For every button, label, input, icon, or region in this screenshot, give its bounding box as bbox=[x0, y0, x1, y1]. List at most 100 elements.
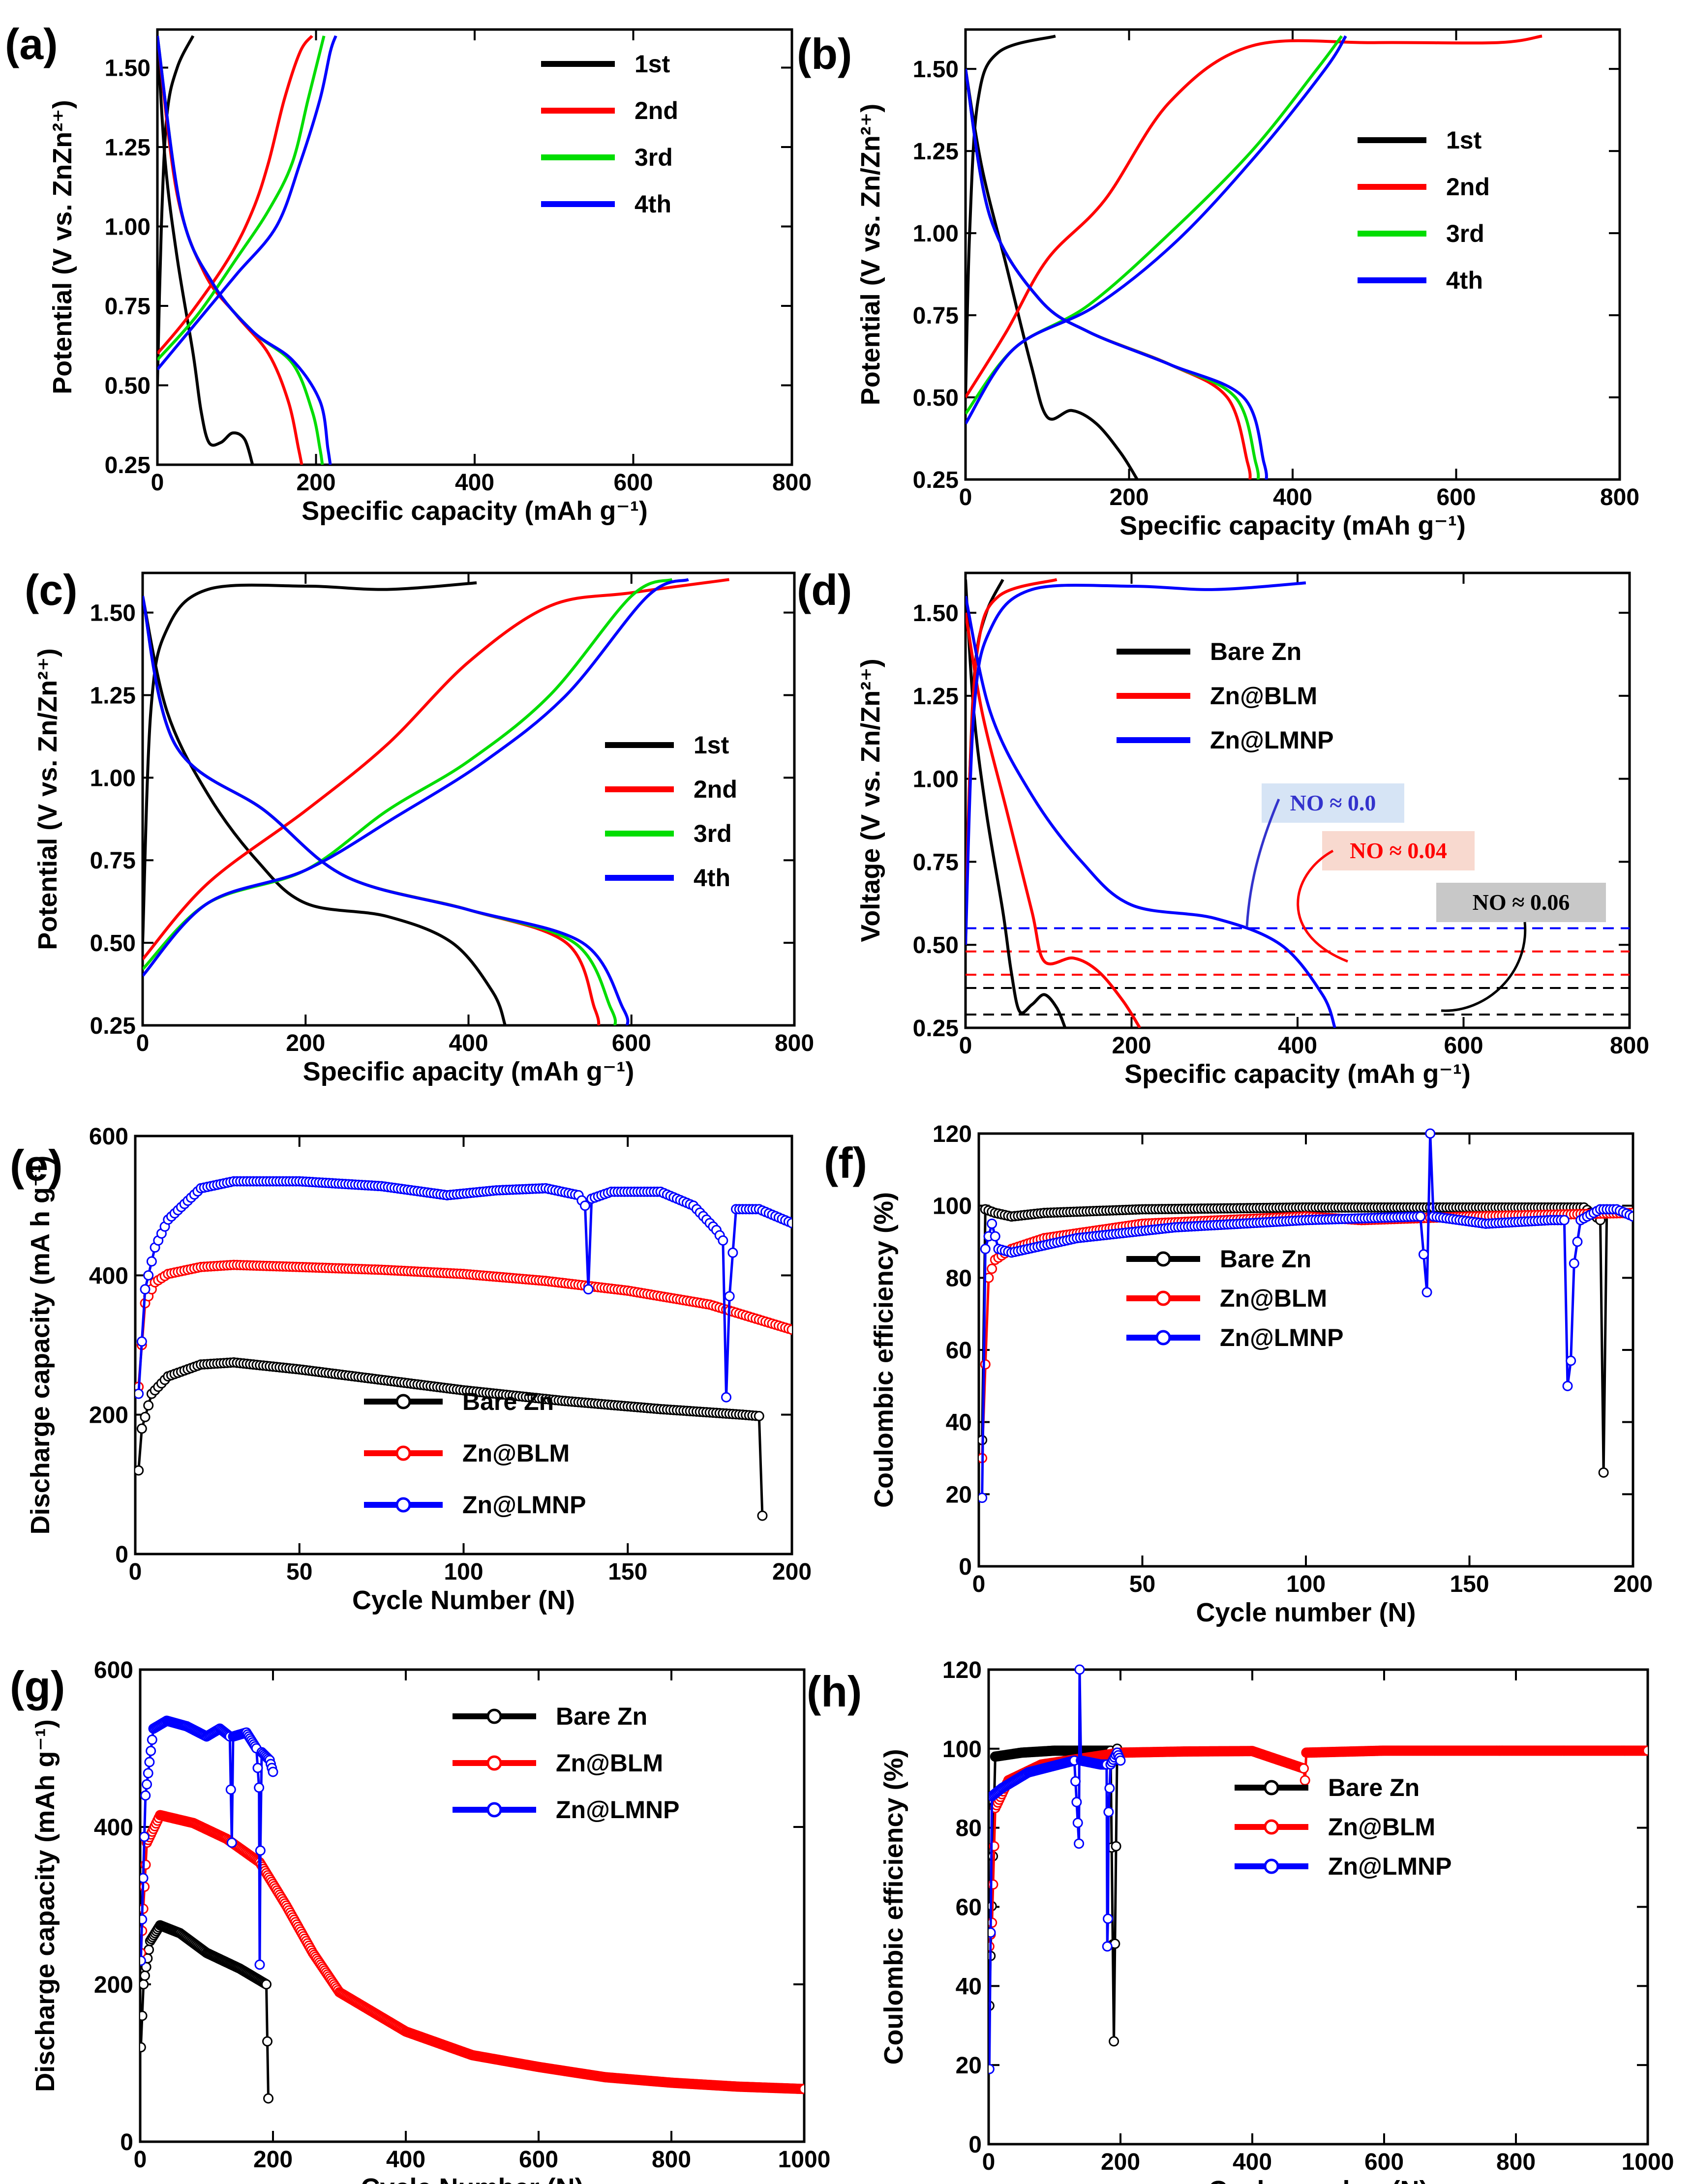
x-axis-title: Specific apacity (mAh g⁻¹) bbox=[303, 1057, 635, 1086]
series-discharge-curve bbox=[157, 35, 303, 465]
data-point bbox=[1415, 1211, 1426, 1222]
data-point bbox=[724, 1291, 735, 1302]
legend-marker bbox=[486, 1802, 502, 1818]
x-tick-label: 600 bbox=[1364, 2149, 1404, 2175]
legend-label: Zn@LMNP bbox=[1220, 1324, 1344, 1351]
data-point bbox=[1598, 1467, 1609, 1478]
annotation-arrow bbox=[1297, 849, 1348, 963]
data-point bbox=[1628, 1211, 1633, 1222]
y-tick-label: 0.75 bbox=[90, 848, 136, 874]
data-point bbox=[140, 1882, 150, 1892]
data-point bbox=[147, 1735, 157, 1745]
legend-label: 1st bbox=[635, 50, 670, 78]
data-point bbox=[254, 1782, 265, 1793]
plot-frame bbox=[156, 28, 793, 466]
legend-marker bbox=[1155, 1251, 1171, 1267]
legend-marker bbox=[486, 1708, 502, 1724]
data-point bbox=[980, 1359, 991, 1370]
legend-marker bbox=[1264, 1858, 1279, 1874]
panel-label: (b) bbox=[797, 30, 852, 78]
y-tick-label: 1.25 bbox=[913, 684, 959, 710]
legend-label: 3rd bbox=[694, 820, 732, 847]
y-tick-label: 120 bbox=[933, 1121, 972, 1147]
chart-panel-h: (h) 0 200 400 600 800 1000 0 20 40 60 80 100 120 Cycle… bbox=[807, 1657, 1674, 2184]
y-tick-label: 40 bbox=[946, 1410, 972, 1436]
series-line bbox=[981, 1133, 1633, 1498]
x-tick-label: 200 bbox=[1112, 1033, 1151, 1059]
panel-label: (f) bbox=[824, 1138, 867, 1187]
series-charge-curve bbox=[157, 35, 195, 386]
y-axis-title: Discharge capacity (mA h g⁻¹) bbox=[26, 1156, 55, 1535]
y-tick-label: 20 bbox=[956, 2053, 982, 2079]
y-tick-label: 100 bbox=[942, 1736, 982, 1763]
x-tick-label: 100 bbox=[444, 1559, 483, 1585]
y-tick-label: 600 bbox=[89, 1124, 128, 1150]
chart-panel-f: (f) 0 50 100 150 200 0 20 40 60 80 100 120 Cycle numb… bbox=[824, 1121, 1653, 1627]
data-point bbox=[786, 1324, 792, 1335]
x-tick-label: 200 bbox=[286, 1030, 325, 1056]
annotation-label: NO ≈ 0.04 bbox=[1350, 838, 1447, 863]
x-tick-label: 800 bbox=[775, 1030, 814, 1056]
annotation-arrow bbox=[1245, 799, 1280, 927]
x-tick-label: 150 bbox=[1450, 1571, 1489, 1597]
data-point bbox=[140, 1979, 149, 1990]
legend-label: 2nd bbox=[635, 97, 678, 124]
data-point bbox=[140, 1970, 150, 1981]
data-point bbox=[979, 1493, 988, 1503]
x-tick-label: 200 bbox=[1109, 484, 1149, 510]
legend-label: 3rd bbox=[1446, 220, 1484, 247]
data-point bbox=[579, 1200, 590, 1211]
data-point bbox=[1418, 1249, 1429, 1260]
y-axis-title: Coulombic efficiency (%) bbox=[869, 1192, 899, 1508]
annotation-label: NO ≈ 0.0 bbox=[1290, 790, 1376, 815]
series-discharge-curve bbox=[157, 35, 332, 465]
series-discharge-curve bbox=[157, 35, 324, 465]
x-tick-label: 200 bbox=[296, 470, 335, 496]
x-tick-label: 400 bbox=[455, 470, 494, 496]
data-point bbox=[140, 1955, 146, 1966]
y-tick-label: 0.25 bbox=[913, 1016, 959, 1042]
y-tick-label: 1.00 bbox=[913, 767, 959, 793]
plot-area bbox=[966, 34, 1542, 479]
x-tick-label: 200 bbox=[1101, 2149, 1140, 2175]
data-point bbox=[1103, 1914, 1114, 1924]
x-tick-label: 400 bbox=[449, 1030, 488, 1056]
legend-marker bbox=[1264, 1819, 1279, 1835]
x-tick-label: 0 bbox=[151, 470, 164, 496]
x-tick-label: 800 bbox=[652, 2147, 691, 2173]
annotation-box bbox=[1262, 783, 1404, 823]
y-tick-label: 1.25 bbox=[90, 683, 136, 709]
series-discharge-curve bbox=[966, 68, 1268, 479]
x-tick-label: 800 bbox=[1610, 1033, 1649, 1059]
data-point bbox=[1111, 1841, 1121, 1852]
legend-label: Zn@BLM bbox=[556, 1749, 663, 1777]
series-charge-curve bbox=[966, 34, 1542, 398]
data-point bbox=[980, 1244, 991, 1255]
series-charge-curve bbox=[157, 34, 313, 355]
chart-panel-a: (a) 0 200 400 600 800 0.25 0.50 0.75 1.00 1.25 1.50… bbox=[5, 20, 812, 526]
y-tick-label: 200 bbox=[94, 1972, 133, 1998]
data-point bbox=[140, 1411, 151, 1422]
x-tick-label: 0 bbox=[972, 1571, 986, 1597]
data-point bbox=[1070, 1776, 1081, 1787]
series-line bbox=[989, 1749, 1648, 1947]
y-tick-label: 1.00 bbox=[105, 214, 151, 240]
x-tick-label: 200 bbox=[1613, 1571, 1653, 1597]
y-tick-label: 0.50 bbox=[90, 930, 136, 957]
series-discharge-curve bbox=[966, 596, 1336, 1028]
x-axis-title: Cycle number (N) bbox=[1208, 2176, 1428, 2184]
data-point bbox=[144, 1757, 155, 1767]
x-tick-label: 200 bbox=[772, 1559, 812, 1585]
plot-area bbox=[157, 34, 337, 465]
data-point bbox=[1103, 1807, 1114, 1817]
x-tick-label: 0 bbox=[959, 1033, 972, 1059]
data-point bbox=[136, 1423, 147, 1434]
y-tick-label: 40 bbox=[956, 1974, 982, 2000]
x-tick-label: 100 bbox=[1286, 1571, 1326, 1597]
x-tick-label: 50 bbox=[286, 1559, 312, 1585]
legend-label: 3rd bbox=[635, 144, 673, 171]
series-line bbox=[989, 1669, 1122, 2069]
data-point bbox=[261, 1979, 272, 1990]
series-charge-curve bbox=[143, 578, 689, 977]
plot-area bbox=[143, 578, 729, 1025]
